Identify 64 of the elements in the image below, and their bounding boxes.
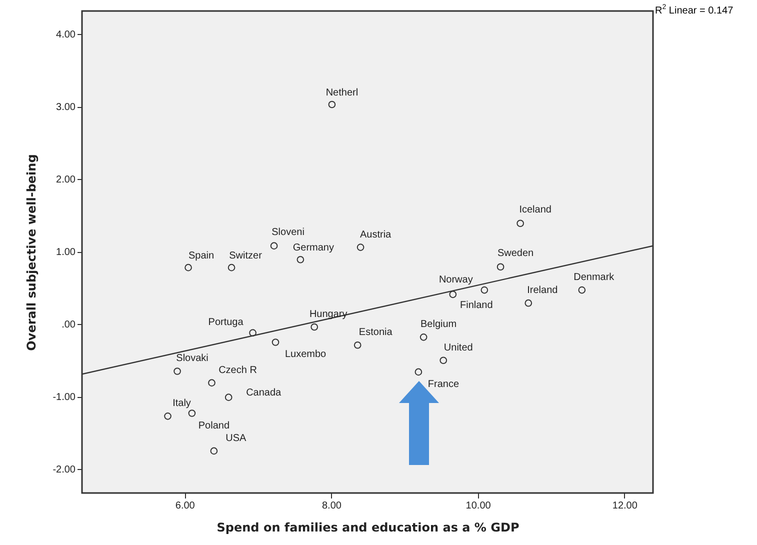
point — [184, 264, 192, 272]
y-tick-label: 2.00 — [56, 174, 76, 186]
text: R$^{2}$ Linear = 0.147 — [655, 4, 734, 16]
annotation: United — [444, 342, 473, 354]
annotation: Sweden — [497, 248, 534, 259]
point — [516, 220, 524, 228]
y-axis-title: Overall subjective well-being — [24, 154, 39, 351]
point — [228, 264, 236, 272]
x-tick-label: 12.00 — [612, 500, 638, 512]
annotation: Netherl — [326, 88, 358, 98]
annotation: Slovaki — [176, 353, 208, 364]
annotation: Hungary — [309, 309, 348, 320]
point — [354, 341, 362, 349]
point — [449, 290, 457, 298]
annotation: Spain — [188, 250, 214, 262]
point — [249, 329, 256, 336]
point — [208, 379, 216, 386]
y-tick-label: 3.00 — [56, 102, 76, 114]
point — [296, 256, 304, 264]
annotation: Belgium — [420, 319, 457, 330]
annotation: Estonia — [358, 327, 393, 338]
point — [480, 286, 488, 294]
x-axis-title: Spend on families and education as a % GDP — [216, 520, 520, 534]
point — [224, 394, 232, 401]
point — [414, 368, 422, 376]
point — [164, 412, 172, 420]
point — [440, 356, 448, 364]
annotation: Finland — [460, 300, 493, 312]
annotation: Norway — [438, 274, 473, 286]
y-tick-label: 4.00 — [56, 30, 76, 41]
point — [328, 100, 336, 108]
point — [188, 410, 196, 417]
point — [578, 286, 586, 294]
y-tick-label: -1.00 — [52, 392, 76, 404]
x-tick-label: 6.00 — [175, 500, 196, 512]
y-tick-label: -2.00 — [52, 464, 76, 476]
annotation: Switzer — [229, 250, 263, 262]
point — [270, 242, 278, 250]
point — [524, 299, 532, 307]
annotation: France — [428, 378, 460, 390]
annotation: USA — [226, 432, 247, 444]
point — [272, 338, 280, 346]
y-tick-label: 1.00 — [56, 247, 76, 258]
annotation: Austria — [360, 229, 392, 240]
annotation: Iceland — [519, 204, 552, 216]
annotation: Italy — [172, 398, 191, 410]
x-tick-label: 10.00 — [466, 500, 492, 512]
annotation: Ireland — [527, 285, 558, 296]
point — [420, 334, 428, 341]
x-tick-label: 8.00 — [322, 500, 342, 512]
annotation: Germany — [292, 242, 334, 254]
y-tick-label: .00 — [62, 320, 76, 331]
annotation: Canada — [246, 387, 282, 398]
annotation: Poland — [198, 420, 230, 432]
point — [210, 447, 218, 455]
point — [310, 323, 318, 331]
annotation: Czech R — [218, 364, 257, 376]
annotation: Portuga — [208, 316, 244, 328]
point — [174, 368, 181, 375]
point — [356, 244, 364, 251]
annotation: Luxembo — [284, 349, 327, 360]
point — [496, 263, 504, 271]
annotation: Denmark — [574, 272, 616, 284]
annotation: Sloveni — [272, 226, 304, 238]
